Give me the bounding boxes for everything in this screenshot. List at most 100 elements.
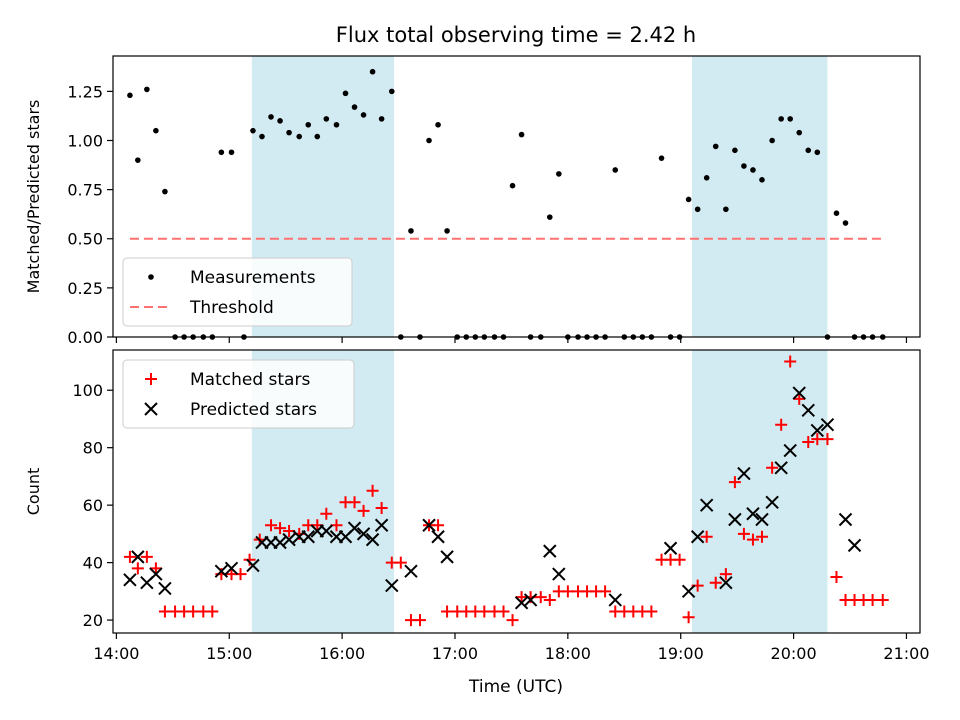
predicted-stars-point xyxy=(301,530,315,544)
measurements-point xyxy=(769,137,775,144)
predicted-stars-point xyxy=(404,564,418,578)
y-tick-label: 1.00 xyxy=(67,131,103,150)
predicted-stars-point xyxy=(699,498,714,512)
predicted-stars-point xyxy=(365,532,380,547)
predicted-stars-point xyxy=(543,544,557,558)
measurements-point xyxy=(787,116,794,122)
matched-stars-point xyxy=(775,418,788,431)
matched-stars-point xyxy=(811,433,824,446)
predicted-stars-point xyxy=(690,530,705,544)
measurements-point xyxy=(658,155,665,161)
plot-frame-0 xyxy=(112,55,921,338)
matched-stars-point xyxy=(394,556,407,569)
measurements-point xyxy=(796,129,803,136)
measurements-point xyxy=(259,133,265,140)
predicted-stars-point xyxy=(214,564,229,578)
predicted-stars-point xyxy=(847,538,862,553)
matched-stars-point xyxy=(561,585,574,598)
predicted-stars-point xyxy=(608,593,622,607)
matched-stars-point xyxy=(140,550,153,563)
predicted-stars-point xyxy=(224,561,239,576)
matched-stars-point xyxy=(830,570,843,583)
predicted-stars-point xyxy=(783,443,797,458)
measurements-point xyxy=(694,206,701,213)
predicted-stars-point xyxy=(422,518,436,532)
y-axis-label: Count xyxy=(24,468,43,516)
measurements-point xyxy=(127,92,133,99)
legend-box xyxy=(122,359,355,429)
predicted-stars-point xyxy=(514,596,529,610)
y-tick-label: 80 xyxy=(83,439,103,458)
measurements-point xyxy=(162,188,168,195)
matched-stars-point xyxy=(375,502,388,515)
matched-stars-point xyxy=(876,593,889,606)
plot-frame-1 xyxy=(112,349,921,634)
measurements-point xyxy=(228,149,235,156)
predicted-stars-point xyxy=(319,524,334,538)
y-tick-label: 1.25 xyxy=(67,82,103,101)
matched-stars-point xyxy=(497,605,510,618)
predicted-stars-point xyxy=(440,550,454,564)
matched-stars-point xyxy=(766,461,779,474)
y-tick-label: 0.25 xyxy=(67,279,103,298)
legend-label: Matched stars xyxy=(190,370,310,390)
matched-stars-point xyxy=(357,504,370,517)
predicted-stars-point xyxy=(149,567,163,581)
x-tick-label: 16:00 xyxy=(319,644,365,663)
measurements-point xyxy=(323,116,330,122)
matched-stars-point xyxy=(700,530,713,543)
legend-marker xyxy=(145,373,157,385)
matched-stars-point xyxy=(673,553,686,566)
measurements-point xyxy=(741,163,747,169)
measurements-point xyxy=(369,68,376,75)
matched-stars-point xyxy=(755,530,768,543)
matched-stars-point xyxy=(866,593,879,606)
measurements-point xyxy=(305,121,312,128)
predicted-stars-point xyxy=(431,530,445,544)
y-tick-label: 0.00 xyxy=(67,328,103,347)
bottom-panel: 20 40 60 80 100 14:00 15:00 16:00 17:00 18:00 19:0… xyxy=(24,349,930,663)
predicted-stars-point xyxy=(737,466,751,481)
chart-title: Flux total observing time = 2.42 h xyxy=(336,23,696,47)
x-axis-label: Time (UTC) xyxy=(468,677,563,697)
measurements-point xyxy=(805,147,812,154)
predicted-stars-point xyxy=(158,581,172,596)
predicted-stars-point xyxy=(246,558,260,573)
measurements-point xyxy=(218,149,225,156)
predicted-stars-point xyxy=(374,518,389,532)
matched-stars-point xyxy=(543,593,556,606)
matched-stars-point xyxy=(709,576,722,589)
matched-stars-point xyxy=(441,605,454,618)
x-tick-label: 17:00 xyxy=(432,644,478,663)
matched-stars-point xyxy=(123,550,136,563)
measurements-point xyxy=(842,220,849,226)
measurements-point xyxy=(277,118,283,124)
measurements-point xyxy=(435,121,441,128)
measurements-point xyxy=(286,129,292,136)
matched-stars-point xyxy=(432,519,445,532)
y-axis-label: Matched/Predicted stars xyxy=(24,100,43,294)
top-panel: 0.00 0.25 0.50 0.75 1.00 1.25 Matched/Predicte… xyxy=(24,55,921,347)
shaded-interval-1 xyxy=(692,56,828,337)
matched-stars-point xyxy=(366,484,379,497)
predicted-stars-point xyxy=(755,512,769,527)
x-tick-label: 14:00 xyxy=(93,644,139,663)
matched-stars-point xyxy=(274,522,287,535)
measurements-point xyxy=(360,112,367,118)
measurements-point xyxy=(296,133,303,140)
measurements-point xyxy=(546,214,553,220)
x-tick-label: 19:00 xyxy=(658,644,704,663)
matched-stars-point xyxy=(645,605,658,618)
y-tick-label: 20 xyxy=(83,611,103,630)
matched-stars-point xyxy=(737,527,750,540)
matched-stars-point xyxy=(243,553,256,566)
y-tick-label: 0.75 xyxy=(67,181,103,200)
matched-stars-point xyxy=(784,355,797,368)
measurements-point xyxy=(426,137,432,144)
predicted-stars-point xyxy=(774,461,788,475)
matched-stars-point xyxy=(534,591,547,604)
matched-stars-point xyxy=(413,614,426,627)
matched-stars-point xyxy=(599,585,612,598)
predicted-stars-point xyxy=(719,576,733,590)
